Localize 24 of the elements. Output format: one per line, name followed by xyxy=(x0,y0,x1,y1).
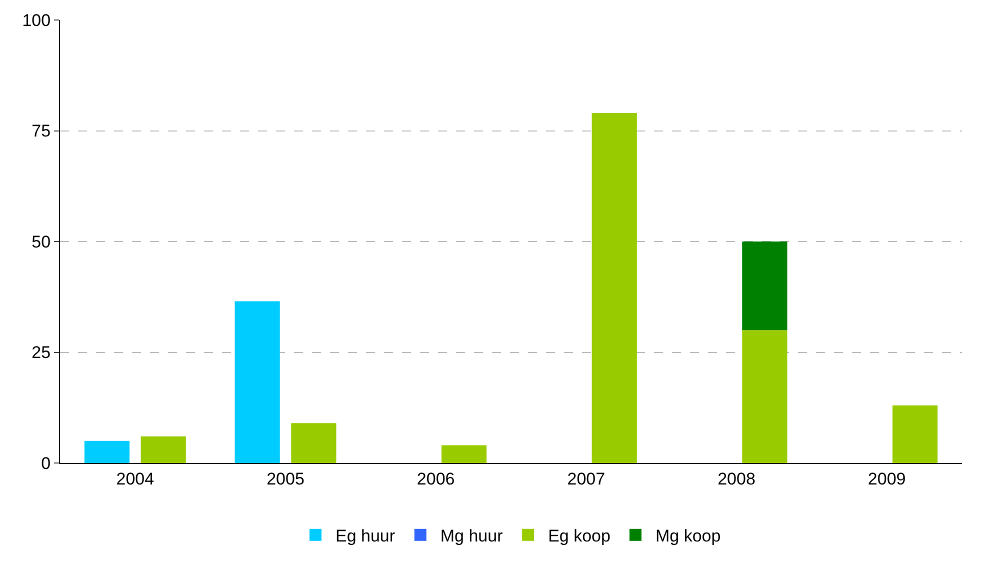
y-tick-label: 100 xyxy=(22,10,51,30)
x-tick-label: 2005 xyxy=(266,469,304,488)
bar xyxy=(140,436,186,463)
bar xyxy=(742,242,788,330)
bar xyxy=(742,330,788,463)
legend-label: Mg koop xyxy=(655,526,721,546)
x-tick-label: 2004 xyxy=(116,469,154,488)
bar xyxy=(892,405,938,463)
legend-label: Eg huur xyxy=(336,526,396,546)
y-tick-label: 50 xyxy=(32,232,51,252)
legend-label: Mg huur xyxy=(440,526,504,546)
bar xyxy=(441,445,487,463)
y-tick-label: 0 xyxy=(41,454,51,473)
bar xyxy=(84,440,130,463)
x-tick-label: 2007 xyxy=(567,469,606,488)
x-tick-label: 2009 xyxy=(868,469,906,488)
bar xyxy=(234,301,280,463)
y-tick-label: 25 xyxy=(32,343,51,362)
x-tick-label: 2008 xyxy=(718,469,756,488)
y-tick-label: 75 xyxy=(32,122,51,141)
x-tick-label: 2006 xyxy=(416,469,455,488)
legend-label: Eg koop xyxy=(548,526,610,546)
bar xyxy=(592,113,637,463)
bar xyxy=(291,423,336,463)
